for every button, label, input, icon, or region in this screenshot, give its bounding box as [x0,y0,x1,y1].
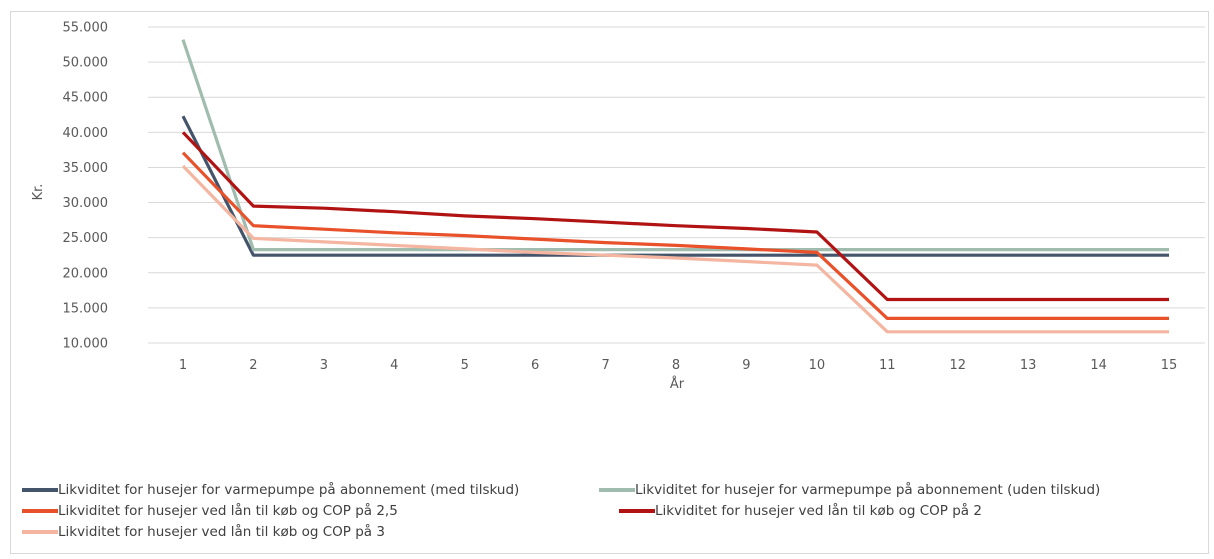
legend-swatch-4 [619,509,655,513]
x-tick-label: 9 [742,358,750,373]
gridlines [148,26,1205,344]
y-tick-label: 35.000 [63,161,109,176]
legend-label-1: Likviditet for husejer for varmepumpe på… [58,482,520,498]
legend-label-3: Likviditet for husejer ved lån til køb o… [58,503,398,519]
y-tick-label: 50.000 [63,56,109,71]
x-tick-label: 8 [672,358,680,373]
series-line-1[interactable] [181,115,1169,257]
legend-swatch-3 [22,509,58,513]
legend-item-series-4[interactable]: Likviditet for husejer ved lån til køb o… [619,503,982,519]
y-tick-label: 10.000 [63,337,109,352]
series-line-3[interactable] [181,151,1169,320]
y-tick-label: 15.000 [63,301,109,316]
x-axis-label: År [670,376,685,392]
x-tick-label: 3 [320,358,328,373]
y-tick-label: 20.000 [63,266,109,281]
y-tick-label: 55.000 [63,21,109,36]
legend-item-series-3[interactable]: Likviditet for husejer ved lån til køb o… [22,503,398,519]
x-tick-label: 11 [879,358,896,373]
legend-swatch-2 [599,488,635,492]
y-axis-ticks: 10.000 15.000 20.000 25.000 30.000 35.000 40.0… [63,21,109,352]
series-line-2[interactable] [181,39,1169,252]
series-lines [181,39,1169,334]
x-tick-label: 4 [390,358,398,373]
legend-item-series-1[interactable]: Likviditet for husejer for varmepumpe på… [22,482,519,498]
x-tick-label: 13 [1020,358,1037,373]
x-tick-label: 12 [949,358,966,373]
x-tick-label: 2 [249,358,257,373]
x-tick-label: 14 [1090,358,1107,373]
x-tick-label: 10 [809,358,826,373]
x-tick-label: 5 [461,358,469,373]
y-tick-label: 25.000 [63,231,109,246]
y-tick-label: 30.000 [63,196,109,211]
legend-item-series-2[interactable]: Likviditet for husejer for varmepumpe på… [599,482,1100,498]
legend-swatch-1 [22,488,58,492]
legend-swatch-5 [22,530,58,534]
x-tick-label: 6 [531,358,539,373]
y-axis-label: Kr. [31,184,46,201]
x-axis-ticks: 1 2 3 4 5 6 7 8 9 10 11 12 13 14 15 [179,358,1177,373]
x-tick-label: 7 [601,358,609,373]
legend-label-5: Likviditet for husejer ved lån til køb o… [58,524,385,540]
series-line-5[interactable] [181,164,1169,334]
series-line-4[interactable] [181,131,1169,302]
line-chart: 10.000 15.000 20.000 25.000 30.000 35.000 40.0… [31,21,1205,392]
x-tick-label: 15 [1161,358,1178,373]
legend-item-series-5[interactable]: Likviditet for husejer ved lån til køb o… [22,524,385,540]
y-tick-label: 45.000 [63,91,109,106]
legend-label-2: Likviditet for husejer for varmepumpe på… [635,482,1101,498]
chart-frame [10,11,1209,554]
legend-label-4: Likviditet for husejer ved lån til køb o… [655,503,982,519]
x-tick-label: 1 [179,358,187,373]
y-tick-label: 40.000 [63,126,109,141]
